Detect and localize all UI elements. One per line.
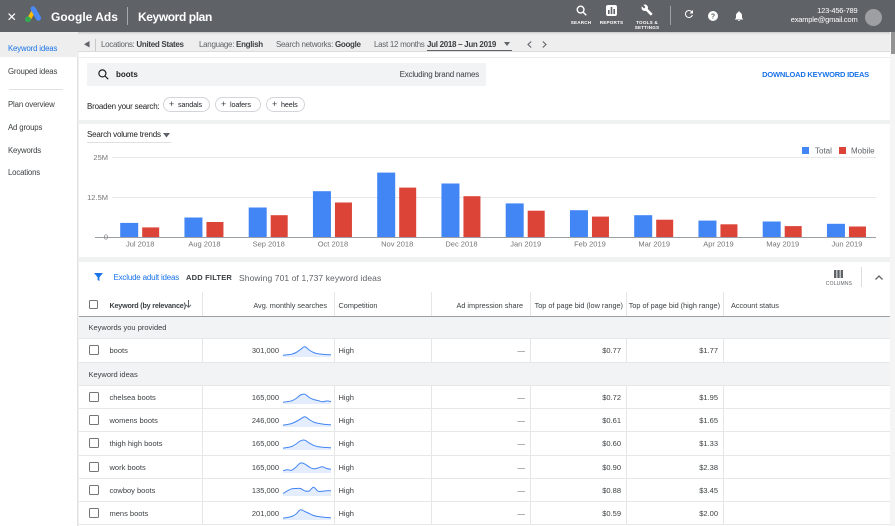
svg-text:May 2019: May 2019 <box>766 239 799 248</box>
svg-text:25M: 25M <box>93 153 108 162</box>
svg-text:Feb 2019: Feb 2019 <box>574 239 606 248</box>
svg-text:0: 0 <box>104 232 108 241</box>
svg-text:Oct 2018: Oct 2018 <box>318 239 348 248</box>
svg-text:Mar 2019: Mar 2019 <box>638 239 670 248</box>
svg-text:Jan 2019: Jan 2019 <box>510 239 541 248</box>
svg-text:Total: Total <box>815 146 832 155</box>
svg-text:Jun 2019: Jun 2019 <box>832 239 863 248</box>
svg-text:Nov 2018: Nov 2018 <box>381 239 413 248</box>
svg-text:Mobile: Mobile <box>851 146 875 155</box>
svg-text:Dec 2018: Dec 2018 <box>445 239 477 248</box>
svg-text:Sep 2018: Sep 2018 <box>253 239 285 248</box>
svg-text:?: ? <box>711 14 715 21</box>
svg-text:Apr 2019: Apr 2019 <box>703 239 733 248</box>
svg-text:Jul 2018: Jul 2018 <box>126 239 154 248</box>
svg-text:Aug 2018: Aug 2018 <box>188 239 220 248</box>
svg-text:12.5M: 12.5M <box>87 193 108 202</box>
